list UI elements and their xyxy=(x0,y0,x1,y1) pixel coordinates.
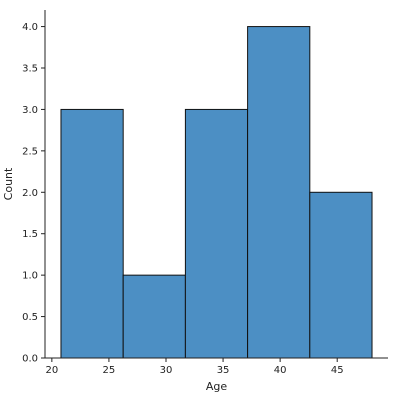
y-tick-label: 0.5 xyxy=(22,312,38,323)
y-tick-label: 0.0 xyxy=(22,354,38,365)
x-tick-label: 45 xyxy=(331,365,344,376)
histogram-bar-1 xyxy=(60,108,124,359)
y-tick-label: 3.0 xyxy=(22,105,38,116)
x-tick-label: 25 xyxy=(103,365,116,376)
x-tick-label: 30 xyxy=(160,365,173,376)
y-tick-label: 2.5 xyxy=(22,146,38,157)
y-tick-label: 3.5 xyxy=(22,64,38,75)
bars-group xyxy=(60,26,373,359)
histogram-bar-5 xyxy=(309,191,373,359)
histogram-bar-4 xyxy=(247,26,311,359)
y-tick-label: 2.0 xyxy=(22,188,38,199)
x-tick-label: 40 xyxy=(274,365,287,376)
y-tick-label: 1.5 xyxy=(22,229,38,240)
x-axis-label: Age xyxy=(206,380,228,393)
x-ticks-group: 20 25 30 35 40 45 xyxy=(45,358,344,376)
y-ticks-group: 0.0 0.5 1.0 1.5 2.0 2.5 3.0 3.5 4.0 xyxy=(22,22,45,365)
histogram-bar-3 xyxy=(184,108,249,359)
histogram-bar-2 xyxy=(122,274,186,359)
y-tick-label: 1.0 xyxy=(22,271,38,282)
x-tick-label: 35 xyxy=(217,365,230,376)
y-tick-label: 4.0 xyxy=(22,22,38,33)
x-tick-label: 20 xyxy=(45,365,58,376)
y-axis-label: Count xyxy=(2,167,15,200)
